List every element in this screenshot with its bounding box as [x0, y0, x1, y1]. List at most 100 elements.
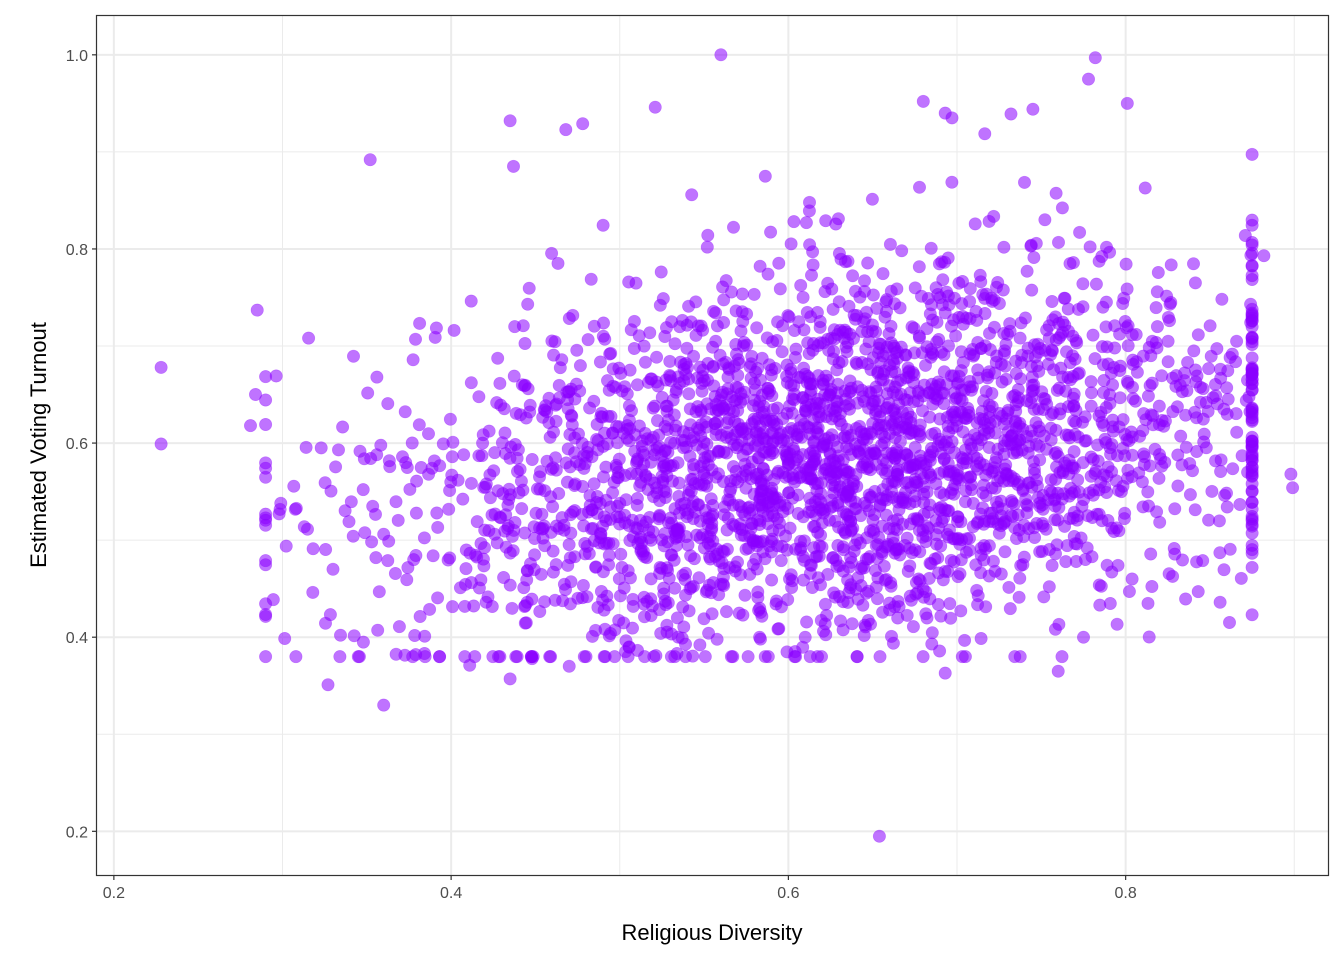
scatter-point	[761, 381, 775, 395]
scatter-point	[805, 580, 819, 594]
scatter-point	[658, 444, 672, 458]
scatter-point	[518, 336, 532, 350]
scatter-point	[748, 383, 762, 397]
scatter-point	[842, 397, 856, 411]
scatter-point	[872, 829, 886, 843]
scatter-point	[826, 550, 840, 564]
scatter-point	[1076, 415, 1090, 429]
scatter-point	[892, 503, 906, 517]
y-tick-label: 0.2	[66, 824, 88, 841]
scatter-point	[1213, 595, 1227, 609]
scatter-point	[1075, 499, 1089, 513]
scatter-point	[1190, 444, 1204, 458]
scatter-point	[519, 616, 533, 630]
scatter-point	[914, 454, 928, 468]
scatter-point	[912, 523, 926, 537]
scatter-point	[1103, 441, 1117, 455]
scatter-point	[512, 486, 526, 500]
scatter-point	[1163, 297, 1177, 311]
scatter-point	[869, 580, 883, 594]
scatter-point	[772, 622, 786, 636]
x-tick-label: 0.4	[440, 885, 462, 902]
scatter-point	[644, 533, 658, 547]
scatter-point	[612, 361, 626, 375]
scatter-point	[302, 331, 316, 345]
scatter-point	[781, 309, 795, 323]
scatter-point	[648, 399, 662, 413]
scatter-point	[1210, 342, 1224, 356]
scatter-point	[259, 470, 273, 484]
scatter-point	[884, 484, 898, 498]
scatter-point	[774, 554, 788, 568]
scatter-point	[971, 335, 985, 349]
x-axis-title: Religious Diversity	[622, 920, 803, 945]
scatter-point	[333, 650, 347, 664]
scatter-point	[1158, 414, 1172, 428]
scatter-point	[887, 536, 901, 550]
scatter-point	[1095, 514, 1109, 528]
scatter-point	[870, 301, 884, 315]
scatter-point	[445, 450, 459, 464]
scatter-point	[547, 348, 561, 362]
scatter-point	[711, 444, 725, 458]
scatter-point	[836, 564, 850, 578]
scatter-point	[636, 544, 650, 558]
scatter-point	[1245, 259, 1259, 273]
scatter-point	[1009, 531, 1023, 545]
x-tick-label: 0.8	[1115, 885, 1137, 902]
scatter-point	[760, 331, 774, 345]
scatter-point	[803, 650, 817, 664]
scatter-point	[707, 379, 721, 393]
scatter-point	[446, 435, 460, 449]
scatter-point	[873, 650, 887, 664]
scatter-point	[654, 265, 668, 279]
scatter-point	[700, 240, 714, 254]
scatter-point	[767, 472, 781, 486]
scatter-point	[1061, 370, 1075, 384]
scatter-point	[562, 538, 576, 552]
scatter-point	[306, 585, 320, 599]
scatter-point	[726, 220, 740, 234]
scatter-point	[1089, 277, 1103, 291]
scatter-point	[1116, 413, 1130, 427]
scatter-point	[344, 495, 358, 509]
scatter-point	[988, 481, 1002, 495]
scatter-point	[698, 650, 712, 664]
scatter-point	[1245, 526, 1259, 540]
scatter-point	[810, 476, 824, 490]
scatter-point	[579, 650, 593, 664]
scatter-point	[287, 479, 301, 493]
scatter-point	[1118, 506, 1132, 520]
scatter-point	[533, 465, 547, 479]
scatter-point	[887, 357, 901, 371]
scatter-point	[661, 596, 675, 610]
scatter-point	[766, 490, 780, 504]
scatter-point	[764, 225, 778, 239]
scatter-point	[1223, 542, 1237, 556]
scatter-point	[721, 493, 735, 507]
scatter-point	[637, 339, 651, 353]
scatter-point	[908, 543, 922, 557]
scatter-point	[821, 567, 835, 581]
scatter-point	[689, 328, 703, 342]
scatter-point	[497, 570, 511, 584]
scatter-point	[1045, 294, 1059, 308]
scatter-point	[1284, 467, 1298, 481]
scatter-point	[802, 195, 816, 209]
scatter-point	[1084, 469, 1098, 483]
scatter-point	[1190, 555, 1204, 569]
scatter-point	[1230, 425, 1244, 439]
scatter-point	[678, 650, 692, 664]
scatter-point	[1168, 502, 1182, 516]
scatter-point	[948, 532, 962, 546]
scatter-point	[996, 283, 1010, 297]
scatter-point	[505, 529, 519, 543]
scatter-point	[549, 414, 563, 428]
scatter-point	[1066, 399, 1080, 413]
scatter-point	[546, 425, 560, 439]
scatter-point	[510, 650, 524, 664]
scatter-point	[653, 298, 667, 312]
scatter-point	[1103, 596, 1117, 610]
scatter-point	[542, 391, 556, 405]
scatter-point	[890, 282, 904, 296]
